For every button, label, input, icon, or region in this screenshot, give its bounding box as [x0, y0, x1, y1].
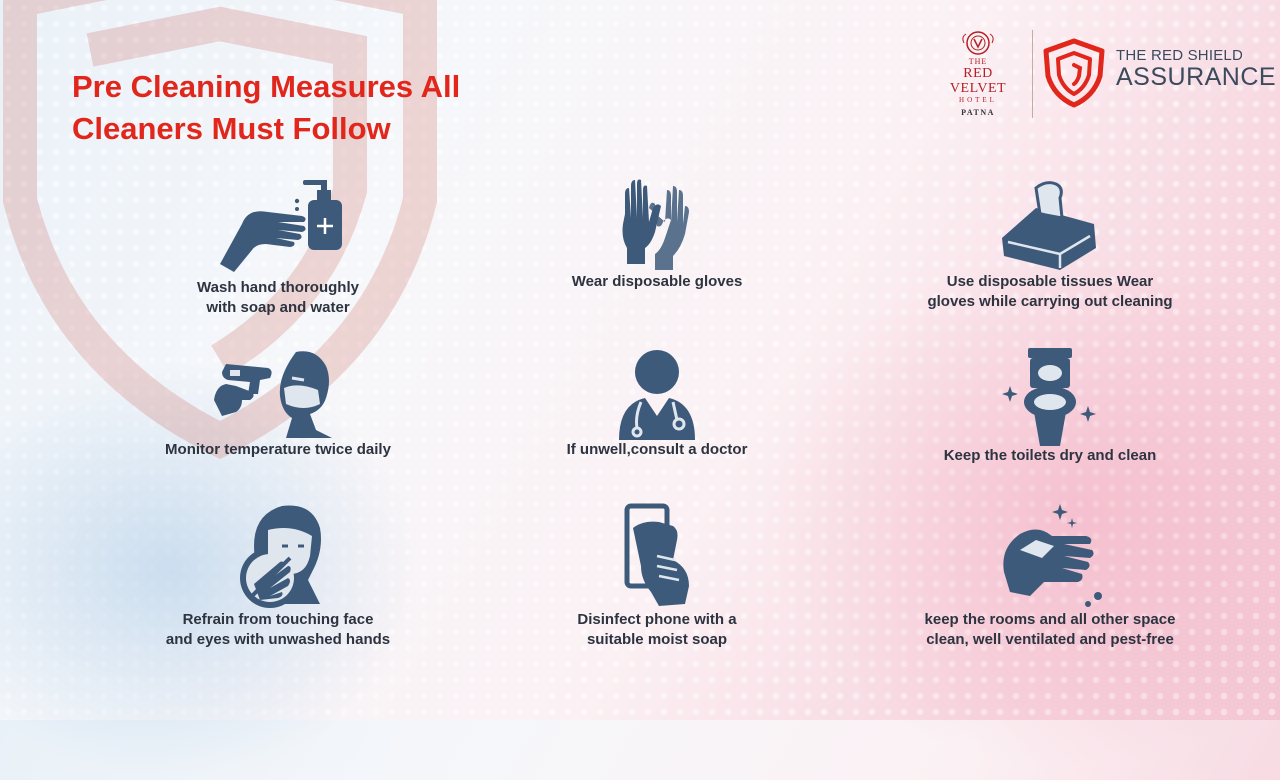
measure-wear-gloves: Wear disposable gloves — [497, 178, 817, 292]
toilet-icon — [1002, 348, 1096, 446]
measure-disposable-tissues: Use disposable tissues Wear gloves while… — [890, 178, 1210, 312]
phone-disinfect-icon — [624, 503, 689, 606]
hand-sanitizer-icon — [220, 180, 342, 272]
hotel-logo-the: THE — [968, 57, 988, 66]
thermometer-mask-icon — [214, 351, 332, 438]
measure-label: Use disposable tissues Wear gloves while… — [927, 273, 1173, 310]
measure-label: If unwell,consult a doctor — [566, 441, 748, 458]
brand-logos: THE RED VELVET HOTEL PATNA THE RED SHIEL… — [936, 28, 1276, 120]
logo-divider — [1032, 30, 1033, 118]
doctor-icon — [619, 350, 695, 440]
measure-rooms-clean: keep the rooms and all other space clean… — [890, 500, 1210, 650]
measure-label: keep the rooms and all other space clean… — [924, 611, 1176, 648]
measure-label: Wash hand thoroughly with soap and water — [197, 279, 359, 316]
measure-consult-doctor: If unwell,consult a doctor — [497, 346, 817, 460]
hotel-logo-sub: HOTEL — [959, 96, 997, 104]
measure-avoid-touching-face: Refrain from touching face and eyes with… — [118, 500, 438, 650]
measure-disinfect-phone: Disinfect phone with a suitable moist so… — [497, 500, 817, 650]
red-shield-logo-text: THE RED SHIELD ASSURANCE — [1116, 47, 1277, 91]
tissue-box-icon — [1002, 181, 1096, 270]
hotel-logo-city: PATNA — [961, 108, 995, 117]
shield-logo-line-2: ASSURANCE — [1116, 63, 1277, 91]
hotel-emblem-icon — [962, 31, 994, 55]
cleaning-hand-icon — [1003, 504, 1102, 607]
page-title: Pre Cleaning Measures All Cleaners Must … — [72, 66, 460, 150]
shield-logo-line-1: THE RED SHIELD — [1116, 47, 1243, 64]
measure-monitor-temperature: Monitor temperature twice daily — [118, 346, 438, 460]
page-title-line-2: Cleaners Must Follow — [72, 111, 391, 146]
hotel-logo-name: RED VELVET — [949, 66, 1007, 96]
gloves-icon — [622, 179, 689, 270]
background-wash-pink — [760, 250, 1280, 770]
measure-label: Refrain from touching face and eyes with… — [165, 611, 391, 648]
background-shield-watermark — [3, 0, 437, 460]
red-velvet-hotel-logo: THE RED VELVET HOTEL PATNA — [936, 28, 1020, 120]
measure-label: Monitor temperature twice daily — [165, 441, 391, 458]
measure-wash-hands: Wash hand thoroughly with soap and water — [118, 178, 438, 318]
no-touch-face-icon — [240, 505, 321, 608]
measure-label: Keep the toilets dry and clean — [943, 447, 1157, 464]
measure-label: Wear disposable gloves — [571, 273, 743, 290]
measure-toilets-clean: Keep the toilets dry and clean — [890, 346, 1210, 466]
red-shield-logo-icon — [1043, 38, 1105, 108]
page-title-line-1: Pre Cleaning Measures All — [72, 69, 461, 104]
background-wash-blue — [0, 360, 420, 780]
measure-label: Disinfect phone with a suitable moist so… — [577, 611, 737, 648]
